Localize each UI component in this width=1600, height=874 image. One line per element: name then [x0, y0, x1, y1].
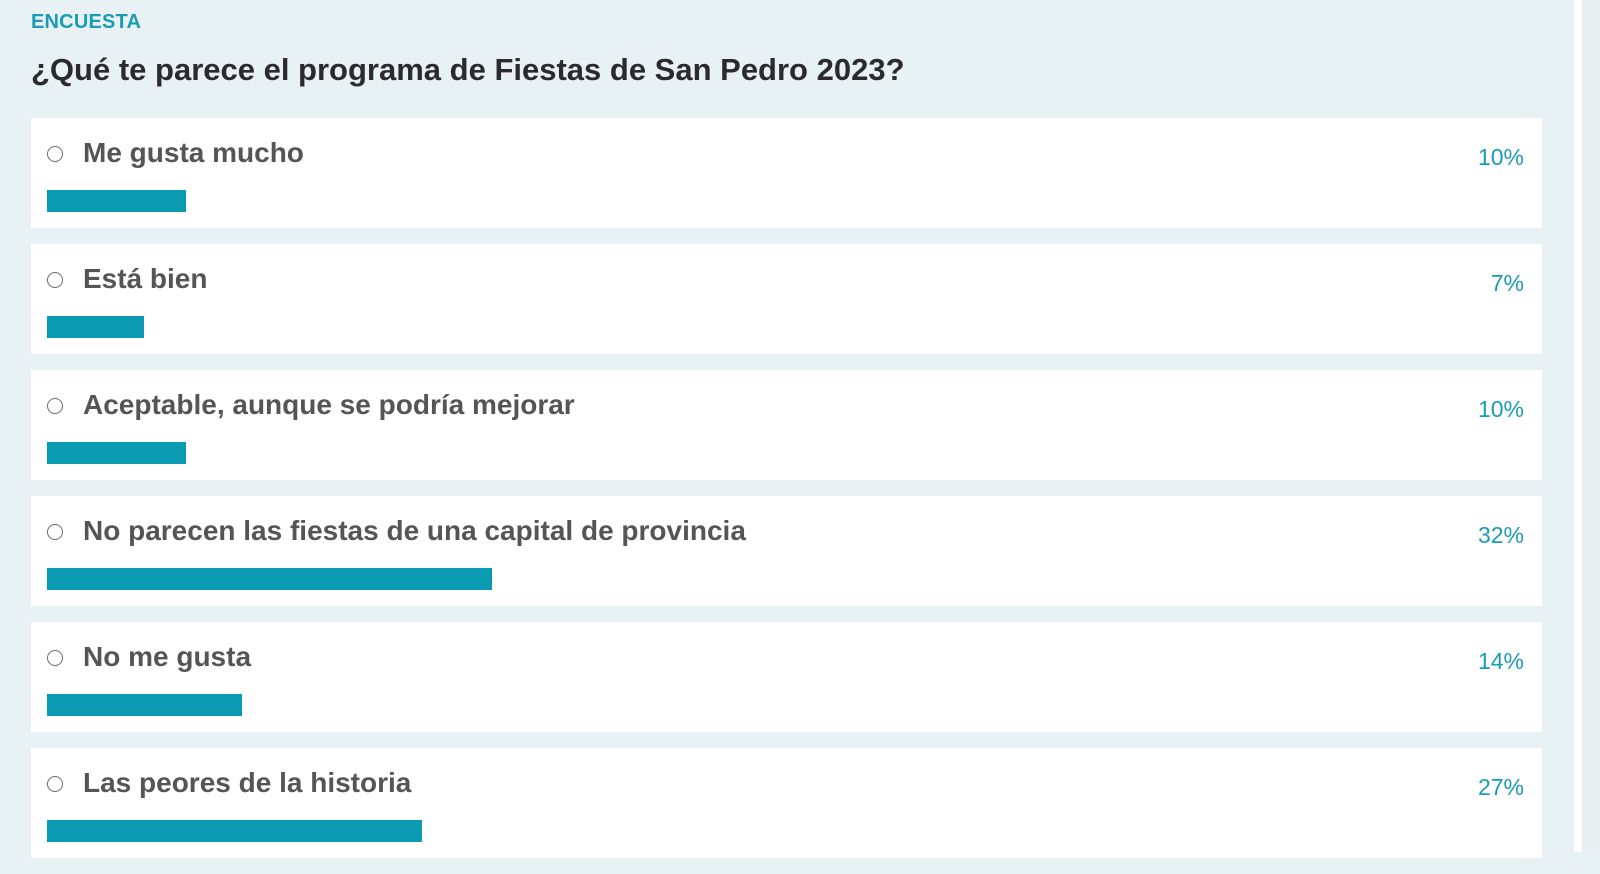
result-bar	[47, 190, 186, 212]
radio-button[interactable]	[47, 524, 63, 540]
radio-button[interactable]	[47, 272, 63, 288]
result-bar-track	[47, 190, 1470, 212]
option-label: No parecen las fiestas de una capital de…	[83, 515, 746, 546]
poll-option-aceptable[interactable]: Aceptable, aunque se podría mejorar 10%	[31, 370, 1542, 480]
result-bar-track	[47, 316, 1470, 338]
poll-option-esta-bien[interactable]: Está bien 7%	[31, 244, 1542, 354]
radio-button[interactable]	[47, 146, 63, 162]
option-percent: 10%	[1477, 396, 1524, 422]
poll-option-no-me-gusta[interactable]: No me gusta 14%	[31, 622, 1542, 732]
option-label: Me gusta mucho	[83, 137, 304, 168]
option-label: Está bien	[83, 263, 208, 294]
option-percent: 14%	[1477, 648, 1524, 674]
option-label: Aceptable, aunque se podría mejorar	[83, 389, 575, 420]
page-divider	[1574, 0, 1582, 852]
radio-button[interactable]	[47, 650, 63, 666]
option-percent: 10%	[1477, 144, 1524, 170]
result-bar-track	[47, 820, 1470, 842]
poll-widget: ENCUESTA ¿Qué te parece el programa de F…	[31, 11, 1542, 858]
option-percent: 27%	[1477, 774, 1524, 800]
result-bar	[47, 568, 492, 590]
option-percent: 32%	[1477, 522, 1524, 548]
result-bar-track	[47, 568, 1470, 590]
poll-option-me-gusta-mucho[interactable]: Me gusta mucho 10%	[31, 118, 1542, 228]
result-bar-track	[47, 694, 1470, 716]
result-bar-track	[47, 442, 1470, 464]
poll-option-las-peores[interactable]: Las peores de la historia 27%	[31, 748, 1542, 858]
option-percent: 7%	[1490, 270, 1524, 296]
poll-option-no-parecen[interactable]: No parecen las fiestas de una capital de…	[31, 496, 1542, 606]
poll-options: Me gusta mucho 10% Está bien 7% Aceptabl…	[31, 118, 1542, 874]
result-bar	[47, 316, 144, 338]
radio-button[interactable]	[47, 776, 63, 792]
page-edge	[1582, 0, 1600, 852]
option-label: Las peores de la historia	[83, 767, 412, 798]
result-bar	[47, 694, 242, 716]
result-bar	[47, 820, 422, 842]
poll-question: ¿Qué te parece el programa de Fiestas de…	[31, 52, 905, 87]
result-bar	[47, 442, 186, 464]
radio-button[interactable]	[47, 398, 63, 414]
poll-kicker: ENCUESTA	[31, 11, 142, 33]
option-label: No me gusta	[83, 641, 252, 672]
